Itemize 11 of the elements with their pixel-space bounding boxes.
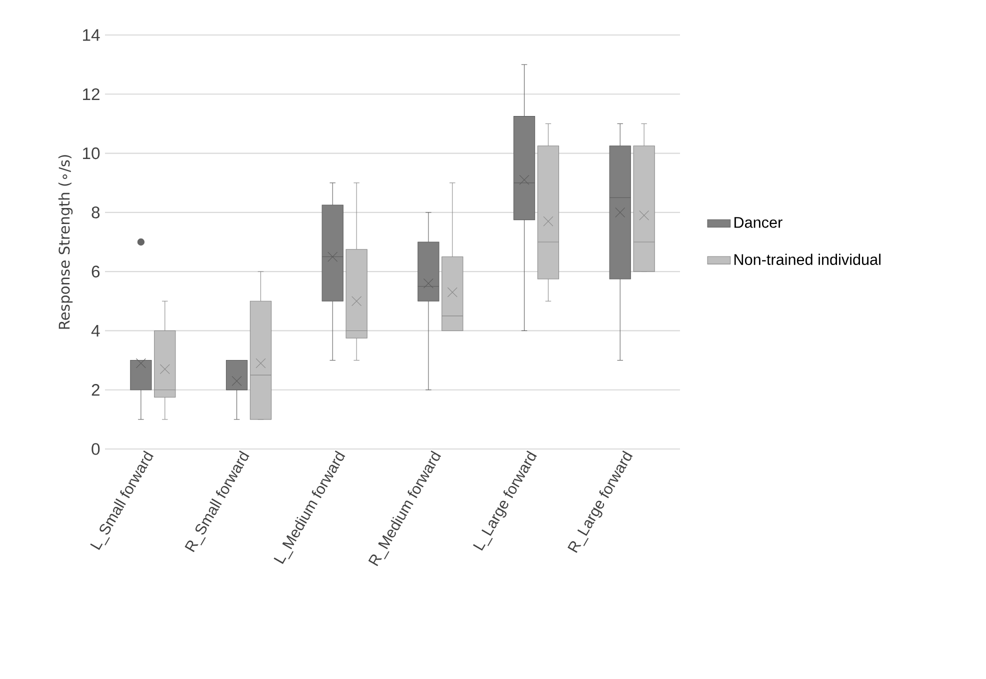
y-axis-title: Response Strength (∘/s) [58,155,73,329]
y-tick-label: 10 [83,147,100,160]
y-tick-label: 14 [83,29,100,41]
y-tick-label: 8 [92,206,100,218]
y-tick-label: 4 [91,324,100,336]
y-tick-label: 2 [92,384,100,396]
legend-label: Non-trained individual [734,254,880,265]
y-tick-label: 0 [92,443,100,455]
y-tick-label: 12 [83,88,100,100]
legend-label: Dancer [734,217,782,228]
y-tick-label: 6 [92,266,100,278]
